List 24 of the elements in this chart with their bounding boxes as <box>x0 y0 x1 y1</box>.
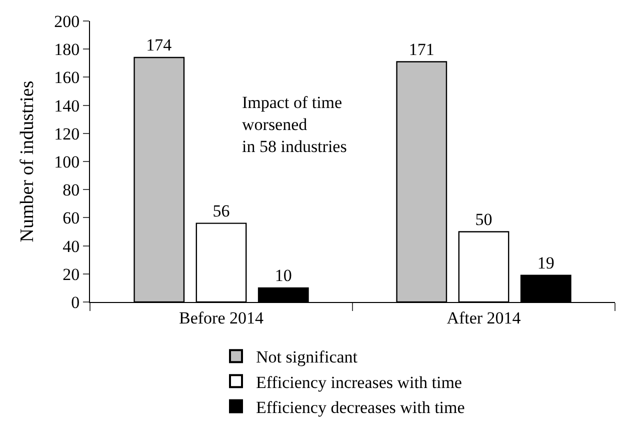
y-tick-label: 20 <box>62 264 80 284</box>
data-label: 10 <box>274 266 292 285</box>
y-tick-label: 60 <box>62 208 80 228</box>
annotation: Impact of time worsened in 58 industries <box>242 93 347 156</box>
y-tick-label: 140 <box>54 96 80 116</box>
data-label: 50 <box>475 210 492 229</box>
y-tick-label: 80 <box>62 180 80 200</box>
y-tick-label: 40 <box>62 236 80 256</box>
x-tick-label: After 2014 <box>446 308 522 328</box>
legend-label: Efficiency decreases with time <box>256 398 465 417</box>
y-tick-label: 120 <box>54 124 80 144</box>
y-tick-label: 160 <box>54 68 80 88</box>
data-label: 19 <box>537 253 554 272</box>
legend-label: Not significant <box>256 348 358 367</box>
y-tick-label: 180 <box>54 40 80 60</box>
data-label: 171 <box>408 40 434 59</box>
y-tick-label: 0 <box>71 292 80 312</box>
y-tick-label: 100 <box>54 152 80 172</box>
data-label: 56 <box>212 201 230 220</box>
y-tick-label: 200 <box>54 12 80 31</box>
x-tick-label: Before 2014 <box>178 308 264 328</box>
y-axis-title: Number of industries <box>16 80 38 242</box>
data-label: 174 <box>146 36 172 55</box>
legend-label: Efficiency increases with time <box>256 372 462 392</box>
